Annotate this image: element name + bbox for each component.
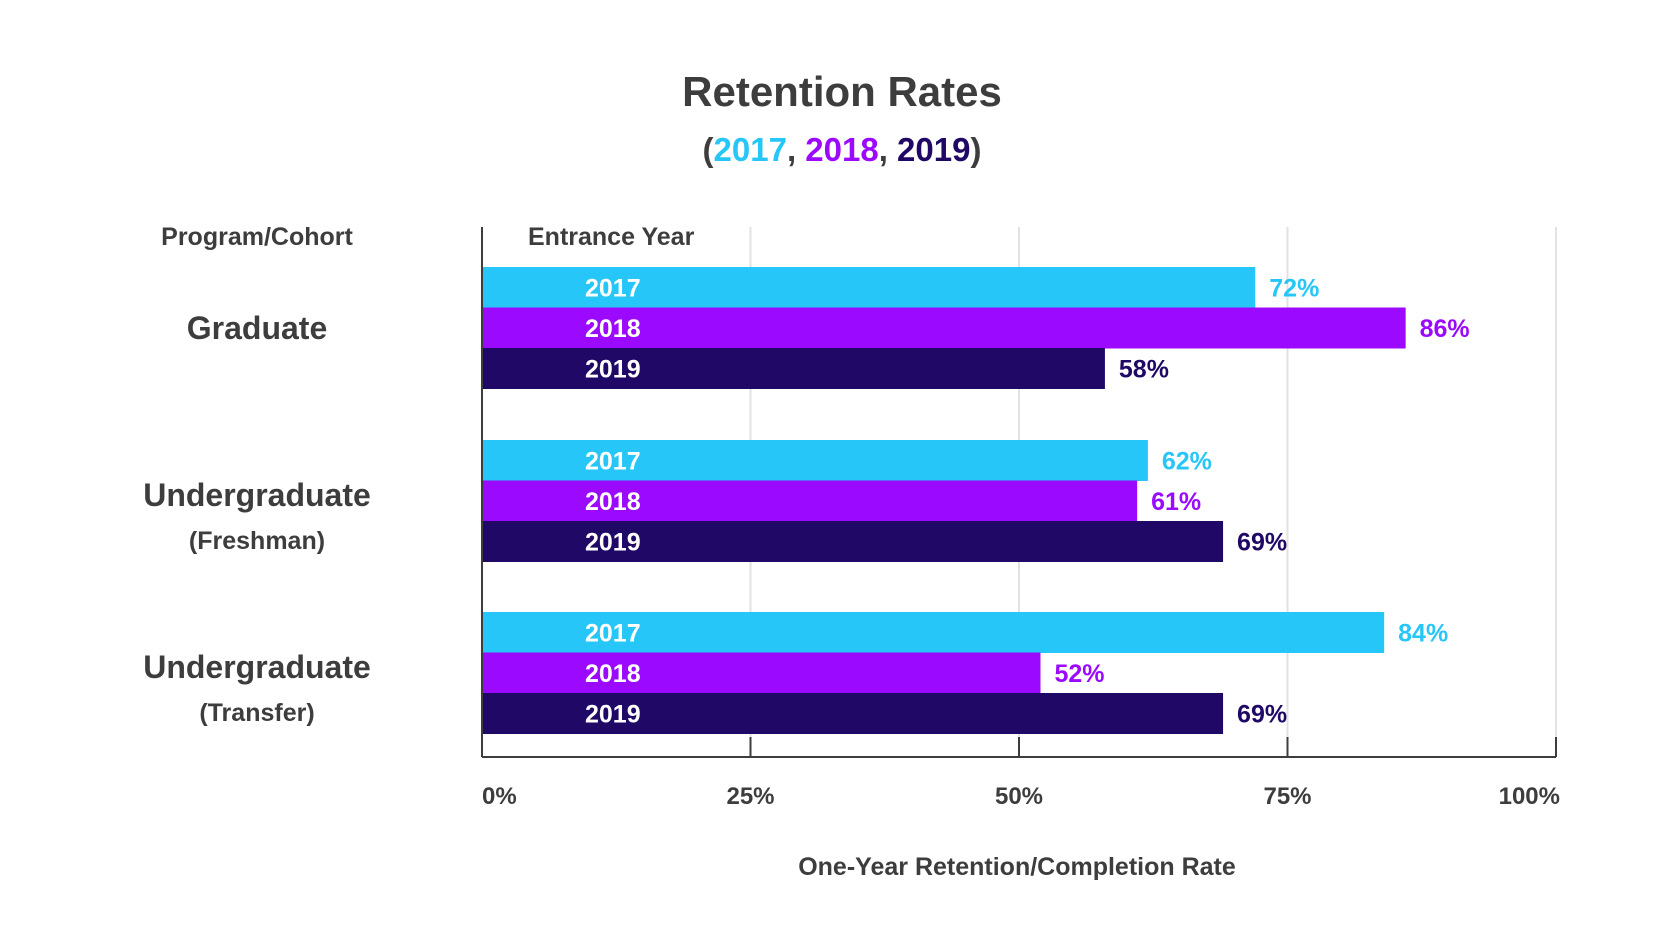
bar [482, 652, 1041, 694]
bar-series-label: 2019 [585, 356, 641, 384]
bar [482, 307, 1406, 349]
axes [481, 227, 1557, 758]
bar-series-label: 2018 [585, 660, 641, 688]
category-label: Undergraduate [143, 649, 371, 685]
x-tick-label: 100% [1499, 783, 1560, 810]
x-axis-label: One-Year Retention/Completion Rate [798, 853, 1236, 881]
x-tick-labels: 0% 25% 50% 75% 100% [482, 783, 1560, 810]
bar [482, 521, 1224, 562]
bar-value-label: 86% [1420, 315, 1470, 343]
bar-value-label: 58% [1119, 356, 1169, 384]
subtitle-part: 2018 [805, 131, 878, 168]
bar-value-label: 69% [1237, 529, 1287, 557]
x-tick-label: 25% [726, 783, 774, 810]
bar-series-label: 2017 [585, 275, 641, 303]
row-header: Program/Cohort [161, 223, 353, 251]
category-sublabel: (Freshman) [189, 527, 325, 555]
bar [482, 440, 1148, 481]
x-tick-label: 50% [995, 783, 1043, 810]
bar-value-label: 69% [1237, 701, 1287, 729]
bar-value-label: 72% [1269, 275, 1319, 303]
bar-series-label: 2018 [585, 315, 641, 343]
bars: 2017 72% 2018 86% 2019 58% 2017 62% 2018 61% 2019 6… [482, 267, 1470, 734]
x-tick-label: 0% [482, 783, 517, 810]
bar-value-label: 84% [1398, 620, 1448, 648]
subtitle-part: 2017 [714, 131, 787, 168]
bar-series-label: 2018 [585, 488, 641, 516]
bar-series-label: 2017 [585, 620, 641, 648]
bar-value-label: 62% [1162, 448, 1212, 476]
bar-series-label: 2017 [585, 448, 641, 476]
category-label: Undergraduate [143, 477, 371, 513]
bar [482, 480, 1138, 522]
series-header: Entrance Year [528, 223, 695, 251]
subtitle-paren-open: ( [703, 131, 714, 168]
subtitle-part: , [787, 131, 805, 168]
bar [482, 348, 1105, 389]
bar [482, 693, 1224, 734]
category-label: Graduate [187, 310, 327, 346]
bar-series-label: 2019 [585, 701, 641, 729]
bar [482, 612, 1385, 653]
x-tick-label: 75% [1263, 783, 1311, 810]
category-labels: Graduate Undergraduate (Freshman) Undergrad… [143, 310, 371, 727]
chart-title: Retention Rates [682, 68, 1002, 115]
chart-subtitle: (2017, 2018, 2019) [703, 131, 982, 168]
subtitle-part: , [879, 131, 897, 168]
bar-series-label: 2019 [585, 529, 641, 557]
subtitle-part: 2019 [897, 131, 970, 168]
category-sublabel: (Transfer) [199, 699, 314, 727]
subtitle-paren-close: ) [970, 131, 981, 168]
bar [482, 267, 1256, 308]
bar-value-label: 61% [1151, 488, 1201, 516]
bar-value-label: 52% [1054, 660, 1104, 688]
